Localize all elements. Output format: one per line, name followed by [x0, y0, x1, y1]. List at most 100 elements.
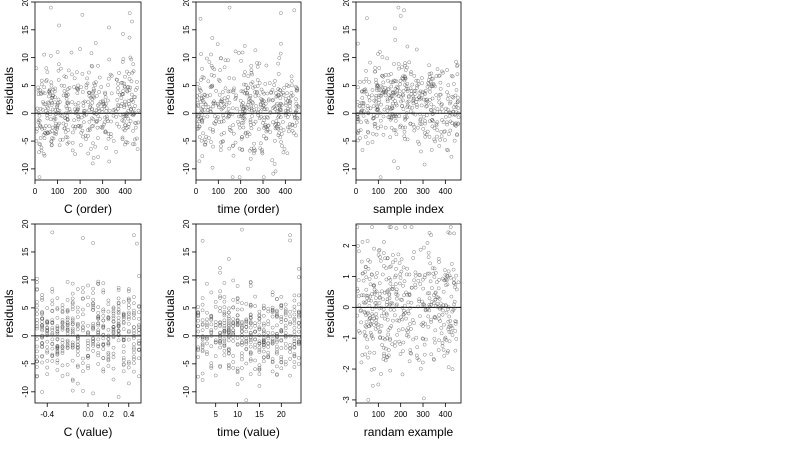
data-point: [124, 102, 129, 107]
data-point: [368, 60, 372, 65]
data-point: [115, 78, 119, 82]
data-point: [248, 123, 253, 127]
data-point: [397, 114, 402, 118]
data-point: [411, 256, 416, 260]
data-point: [254, 104, 258, 108]
data-point: [404, 272, 409, 277]
data-point: [91, 117, 96, 122]
data-point: [275, 308, 279, 313]
data-point: [253, 321, 257, 326]
data-point: [78, 47, 82, 51]
data-point: [70, 100, 74, 105]
data-point: [226, 364, 231, 368]
data-point: [200, 337, 205, 342]
data-point: [48, 5, 53, 10]
data-point: [244, 321, 249, 326]
data-point: [275, 351, 279, 356]
data-point: [96, 279, 101, 284]
data-point: [279, 140, 283, 144]
data-point: [427, 304, 432, 309]
data-point: [36, 85, 41, 90]
data-point: [96, 333, 101, 337]
data-point: [70, 148, 75, 153]
data-point: [227, 5, 232, 10]
data-point: [105, 98, 110, 103]
data-point: [200, 66, 204, 71]
data-point: [261, 355, 266, 360]
data-point: [106, 357, 111, 361]
data-point: [255, 78, 260, 82]
data-point: [261, 359, 266, 364]
data-point: [250, 72, 254, 77]
data-point: [402, 8, 406, 13]
data-point: [36, 92, 41, 97]
data-point: [429, 300, 434, 304]
data-point: [55, 360, 60, 365]
data-point: [76, 101, 81, 105]
data-point: [65, 280, 70, 284]
data-point: [367, 95, 371, 99]
data-point: [119, 104, 124, 109]
data-point: [384, 312, 389, 317]
data-point: [235, 313, 240, 318]
data-point: [205, 323, 209, 328]
data-point: [58, 138, 63, 142]
data-point: [276, 122, 281, 127]
data-point: [65, 362, 70, 367]
data-point: [358, 128, 363, 132]
data-point: [357, 249, 361, 254]
data-point: [255, 64, 260, 69]
data-point: [285, 91, 289, 96]
data-point: [389, 80, 393, 85]
data-point: [440, 341, 445, 345]
data-point: [45, 327, 50, 332]
data-point: [126, 359, 131, 364]
data-point: [454, 287, 459, 292]
data-point: [408, 109, 413, 114]
data-point: [420, 336, 425, 341]
data-point: [385, 97, 390, 102]
data-point: [222, 353, 227, 357]
data-point: [292, 339, 297, 344]
data-point: [54, 111, 59, 116]
data-point: [209, 316, 214, 321]
data-point: [360, 108, 364, 113]
data-point: [432, 266, 437, 271]
data-point: [388, 336, 392, 341]
data-point: [96, 155, 100, 159]
data-point: [226, 333, 231, 337]
data-point: [417, 272, 421, 277]
data-point: [409, 89, 414, 93]
data-point: [452, 302, 456, 307]
data-point: [48, 91, 52, 96]
y-axis-label: residuals: [163, 67, 177, 115]
data-point: [104, 146, 109, 150]
data-point: [366, 111, 371, 116]
data-point: [281, 150, 286, 155]
y-tick-label: 20: [21, 0, 30, 6]
data-point: [378, 50, 382, 54]
data-point: [425, 241, 430, 245]
data-point: [357, 303, 362, 308]
data-point: [127, 77, 132, 81]
data-point: [196, 305, 201, 309]
data-point: [279, 329, 284, 334]
data-point: [383, 86, 388, 90]
data-point: [50, 230, 55, 235]
plot-frame: [355, 223, 462, 404]
data-point: [116, 307, 121, 312]
data-point: [131, 62, 136, 67]
data-point: [227, 146, 232, 151]
data-point: [93, 41, 98, 45]
data-point: [275, 335, 279, 340]
data-point: [296, 341, 301, 345]
data-point: [233, 95, 238, 100]
y-tick-label: 0: [182, 333, 191, 338]
data-point: [409, 300, 414, 305]
data-point: [429, 108, 434, 113]
x-tick-label: 200: [394, 187, 408, 196]
data-point: [261, 323, 266, 328]
data-point: [111, 327, 116, 331]
panel-c-value: -0.4 0.0 0.2 0.4C (value)-10-505101520resid…: [2, 219, 142, 439]
